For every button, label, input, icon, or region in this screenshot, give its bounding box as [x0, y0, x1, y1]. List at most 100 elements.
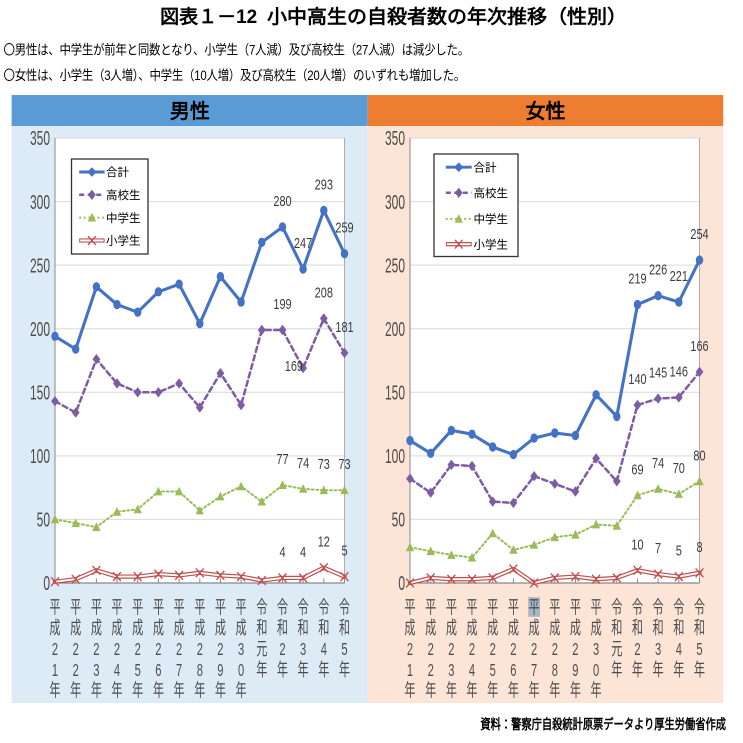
svg-text:247: 247: [294, 234, 312, 251]
svg-text:4: 4: [676, 639, 682, 659]
svg-text:年: 年: [508, 681, 519, 701]
svg-text:男性: 男性: [170, 100, 210, 123]
svg-text:166: 166: [690, 337, 708, 354]
svg-text:2: 2: [73, 660, 79, 680]
svg-text:208: 208: [315, 284, 333, 301]
svg-text:2: 2: [135, 639, 141, 659]
svg-text:74: 74: [297, 454, 309, 471]
svg-text:2: 2: [428, 660, 434, 680]
svg-text:3: 3: [93, 660, 99, 680]
svg-text:2: 2: [490, 639, 496, 659]
svg-text:成: 成: [404, 619, 415, 639]
svg-text:小学生: 小学生: [106, 234, 141, 248]
svg-text:2: 2: [572, 639, 578, 659]
svg-text:年: 年: [298, 660, 309, 680]
svg-text:成: 成: [215, 619, 226, 639]
svg-text:令: 令: [318, 598, 329, 618]
svg-text:300: 300: [30, 192, 50, 214]
svg-text:50: 50: [392, 510, 405, 532]
svg-text:平: 平: [466, 598, 477, 618]
svg-text:4: 4: [114, 660, 120, 680]
svg-text:8: 8: [696, 538, 702, 555]
svg-text:令: 令: [632, 598, 643, 618]
svg-text:0: 0: [398, 573, 405, 595]
svg-text:成: 成: [153, 619, 164, 639]
svg-text:平: 平: [591, 598, 602, 618]
svg-text:5: 5: [341, 542, 347, 559]
svg-text:成: 成: [446, 619, 457, 639]
svg-text:3: 3: [448, 660, 454, 680]
svg-text:和: 和: [653, 619, 664, 639]
svg-text:成: 成: [49, 619, 60, 639]
svg-text:1: 1: [52, 660, 58, 680]
svg-text:平: 平: [487, 598, 498, 618]
svg-text:7: 7: [176, 660, 182, 680]
svg-text:平: 平: [570, 598, 581, 618]
svg-text:年: 年: [404, 681, 415, 701]
svg-text:2: 2: [114, 639, 120, 659]
svg-text:5: 5: [676, 542, 682, 559]
svg-text:6: 6: [510, 660, 516, 680]
svg-text:2: 2: [52, 639, 58, 659]
svg-text:350: 350: [30, 128, 50, 150]
svg-text:〇男性は、中学生が前年と同数となり、小学生（7人減）及び高校: 〇男性は、中学生が前年と同数となり、小学生（7人減）及び高校生（27人減）は減少…: [4, 42, 469, 58]
svg-text:〇女性は、小学生（3人増）、中学生（10人増）及び高校生（2: 〇女性は、小学生（3人増）、中学生（10人増）及び高校生（20人増）のいずれも増…: [4, 67, 466, 83]
svg-text:50: 50: [37, 510, 50, 532]
svg-text:9: 9: [572, 660, 578, 680]
svg-text:250: 250: [385, 255, 405, 277]
svg-text:100: 100: [385, 446, 405, 468]
svg-text:平: 平: [70, 598, 81, 618]
svg-text:中学生: 中学生: [474, 212, 509, 226]
svg-text:2: 2: [279, 639, 285, 659]
svg-text:平: 平: [49, 598, 60, 618]
svg-text:年: 年: [611, 660, 622, 680]
svg-text:小学生: 小学生: [474, 237, 509, 251]
svg-text:73: 73: [338, 455, 350, 472]
svg-text:200: 200: [30, 319, 50, 341]
svg-text:令: 令: [298, 598, 309, 618]
svg-text:成: 成: [591, 619, 602, 639]
svg-text:年: 年: [256, 660, 267, 680]
svg-text:小中高生の自殺者数の年次推移（性別）: 小中高生の自殺者数の年次推移（性別）: [267, 5, 627, 27]
svg-text:2: 2: [531, 639, 537, 659]
svg-text:年: 年: [446, 681, 457, 701]
svg-text:年: 年: [132, 681, 143, 701]
svg-text:2: 2: [217, 639, 223, 659]
svg-text:1: 1: [407, 660, 413, 680]
svg-text:成: 成: [236, 619, 247, 639]
svg-text:資料：警察庁自殺統計原票データより厚生労働省作成: 資料：警察庁自殺統計原票データより厚生労働省作成: [480, 715, 726, 732]
svg-text:2: 2: [93, 639, 99, 659]
svg-text:年: 年: [591, 681, 602, 701]
svg-text:2: 2: [197, 639, 203, 659]
svg-text:平: 平: [111, 598, 122, 618]
svg-text:7: 7: [531, 660, 537, 680]
svg-text:高校生: 高校生: [474, 186, 509, 200]
svg-text:平: 平: [174, 598, 185, 618]
svg-text:5: 5: [490, 660, 496, 680]
svg-text:3: 3: [238, 639, 244, 659]
svg-text:年: 年: [653, 660, 664, 680]
svg-text:150: 150: [385, 383, 405, 405]
svg-text:平: 平: [236, 598, 247, 618]
svg-text:8: 8: [197, 660, 203, 680]
svg-text:181: 181: [335, 318, 353, 335]
svg-text:226: 226: [649, 261, 667, 278]
svg-text:平: 平: [508, 598, 519, 618]
svg-text:元: 元: [256, 639, 267, 659]
svg-text:平: 平: [549, 598, 560, 618]
svg-text:3: 3: [593, 639, 599, 659]
svg-text:2: 2: [407, 639, 413, 659]
svg-text:中学生: 中学生: [106, 211, 141, 225]
svg-text:140: 140: [628, 370, 646, 387]
svg-text:6: 6: [155, 660, 161, 680]
svg-text:80: 80: [693, 447, 705, 464]
svg-text:平: 平: [91, 598, 102, 618]
svg-text:9: 9: [217, 660, 223, 680]
svg-text:成: 成: [570, 619, 581, 639]
svg-text:平: 平: [425, 598, 436, 618]
svg-text:令: 令: [673, 598, 684, 618]
svg-text:年: 年: [174, 681, 185, 701]
svg-text:年: 年: [91, 681, 102, 701]
svg-text:12: 12: [318, 533, 330, 550]
svg-text:150: 150: [30, 383, 50, 405]
